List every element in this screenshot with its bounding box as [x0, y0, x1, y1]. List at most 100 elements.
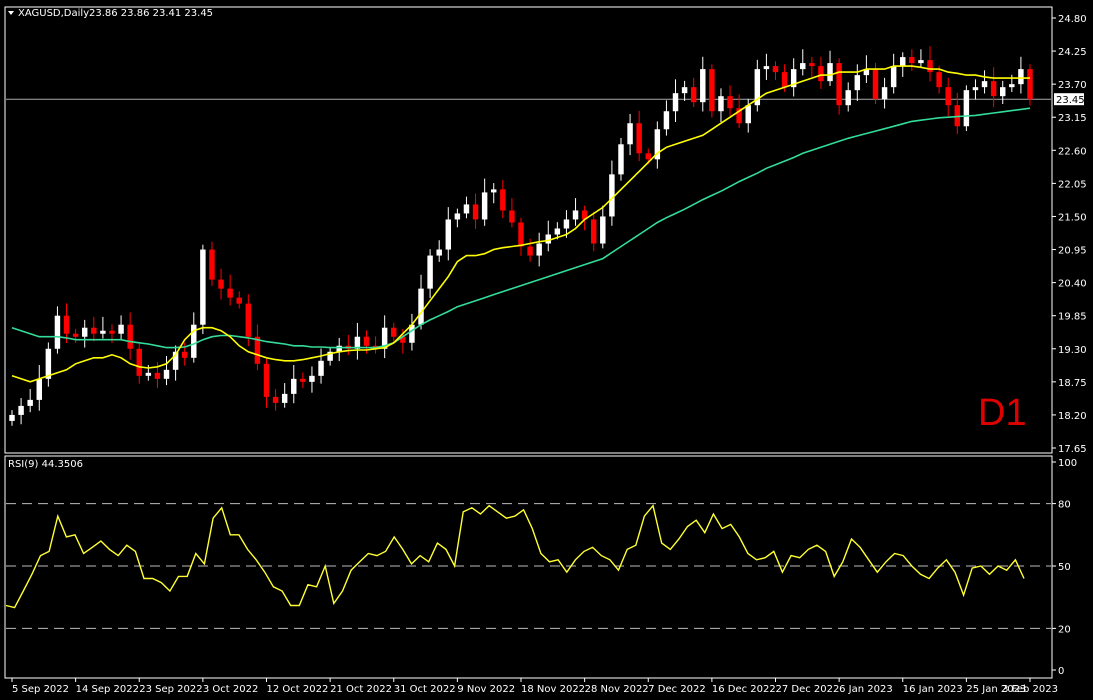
- rsi-tick-label: 20: [1058, 624, 1071, 635]
- candle-bear: [836, 63, 842, 106]
- candle-bull: [427, 255, 433, 289]
- candle-bull: [27, 399, 33, 406]
- candle-bear: [272, 396, 279, 403]
- candle-bull: [963, 90, 970, 127]
- candle-bear: [227, 288, 233, 298]
- candle-bull: [663, 111, 670, 130]
- candle-bear: [254, 336, 261, 364]
- candle-bull: [418, 288, 424, 325]
- time-axis: 5 Sep 2022 14 Sep 2022 23 Sep 2022 3 Oct 20…: [11, 678, 1058, 695]
- price-tick-label: 17.65: [1058, 444, 1087, 455]
- candle-bull: [609, 174, 615, 217]
- candle-bear: [590, 219, 597, 244]
- time-tick-label: 5 Sep 2022: [12, 684, 69, 695]
- candle-bull: [745, 105, 751, 124]
- candle-bull: [381, 327, 388, 349]
- price-tick-label: 20.95: [1058, 246, 1087, 257]
- candle-bear: [91, 327, 97, 334]
- candle-bull: [491, 189, 497, 193]
- time-tick-label: 16 Dec 2022: [712, 684, 776, 695]
- candle-bear: [727, 96, 733, 109]
- candle-bear: [72, 333, 79, 337]
- candle-bear: [945, 87, 951, 106]
- candle-bull: [554, 228, 561, 235]
- candle-bear: [472, 204, 479, 220]
- candle-bull: [281, 393, 288, 403]
- price-tick-label: 21.50: [1058, 212, 1087, 223]
- candle-bear: [363, 336, 370, 346]
- candle-bull: [563, 219, 570, 229]
- candle-bear: [690, 87, 697, 103]
- candle-bear: [872, 69, 879, 100]
- time-tick-label: 21 Oct 2022: [330, 684, 392, 695]
- candle-bear: [181, 351, 188, 358]
- candle-bear: [927, 60, 933, 73]
- candle-bull: [9, 414, 15, 421]
- candle-bull: [409, 324, 415, 343]
- rsi-panel-border: [4, 455, 1053, 679]
- candle-bull: [790, 69, 797, 88]
- ma-fast-line: [11, 65, 1030, 383]
- candle-bull: [100, 330, 106, 334]
- candle-bull: [54, 315, 61, 349]
- candle-bull: [36, 378, 42, 400]
- candle-bear: [709, 69, 715, 112]
- candle-bull: [681, 87, 688, 94]
- candle-bull: [454, 213, 461, 220]
- time-tick-label: 31 Oct 2022: [394, 684, 456, 695]
- time-tick-label: 6 Jan 2023: [839, 684, 893, 695]
- candle-bear: [400, 336, 406, 343]
- candle-bull: [827, 63, 833, 82]
- candle-bull: [436, 249, 442, 256]
- time-tick-label: 27 Dec 2022: [776, 684, 840, 695]
- candle-bull: [327, 351, 333, 361]
- candle-bull: [981, 81, 988, 88]
- candle-bull: [318, 360, 324, 376]
- candle-bull: [972, 87, 979, 91]
- candle-bear: [581, 210, 588, 220]
- rsi-axis: 100 80 50 20 0: [1052, 458, 1077, 677]
- chevron-down-icon[interactable]: [8, 11, 14, 15]
- ma-slow-line: [11, 107, 1031, 349]
- candle-bull: [627, 123, 633, 145]
- candle-bull: [200, 249, 206, 325]
- candle-bear: [636, 123, 642, 154]
- time-tick-label: 7 Dec 2022: [648, 684, 706, 695]
- candle-bear: [936, 72, 942, 88]
- candle-bear: [809, 63, 815, 67]
- candle-bear: [781, 72, 788, 88]
- price-tick-label: 24.80: [1058, 14, 1087, 25]
- price-panel-border: [4, 6, 1053, 454]
- price-tick-label: 23.15: [1058, 113, 1087, 124]
- price-axis: 24.80 24.25 23.70 23.15 22.60 22.05 21.50 20.95…: [1052, 14, 1087, 455]
- rsi-tick-label: 100: [1058, 458, 1077, 469]
- candle-bear: [218, 279, 224, 289]
- candle-bull: [145, 372, 152, 376]
- candle-bull: [1009, 84, 1015, 88]
- candle-bear: [518, 222, 524, 247]
- chart-ohlc: 23.86 23.86 23.41 23.45: [89, 8, 213, 19]
- candle-bear: [645, 153, 651, 160]
- rsi-tick-label: 50: [1058, 562, 1071, 573]
- candle-bull: [763, 66, 770, 70]
- candle-bear: [127, 324, 133, 349]
- time-tick-label: 23 Sep 2022: [139, 684, 202, 695]
- candle-bull: [918, 60, 924, 64]
- candle-bear: [527, 246, 533, 256]
- candle-bear: [136, 348, 142, 376]
- candle-bull: [545, 234, 551, 244]
- candle-bull: [191, 324, 197, 358]
- candle-bull: [309, 375, 315, 382]
- rsi-title: RSI(9) 44.3506: [8, 459, 83, 470]
- price-tick-label: 22.60: [1058, 146, 1087, 157]
- rsi-line: [5, 504, 1025, 609]
- candle-bull: [672, 93, 679, 112]
- candle-bull: [81, 327, 88, 337]
- candle-bear: [209, 249, 215, 280]
- current-price-badge: 23.45: [1054, 93, 1085, 106]
- candle-bull: [45, 348, 52, 379]
- time-tick-label: 14 Sep 2022: [76, 684, 139, 695]
- candle-bear: [909, 57, 915, 64]
- time-tick-label: 18 Nov 2022: [521, 684, 585, 695]
